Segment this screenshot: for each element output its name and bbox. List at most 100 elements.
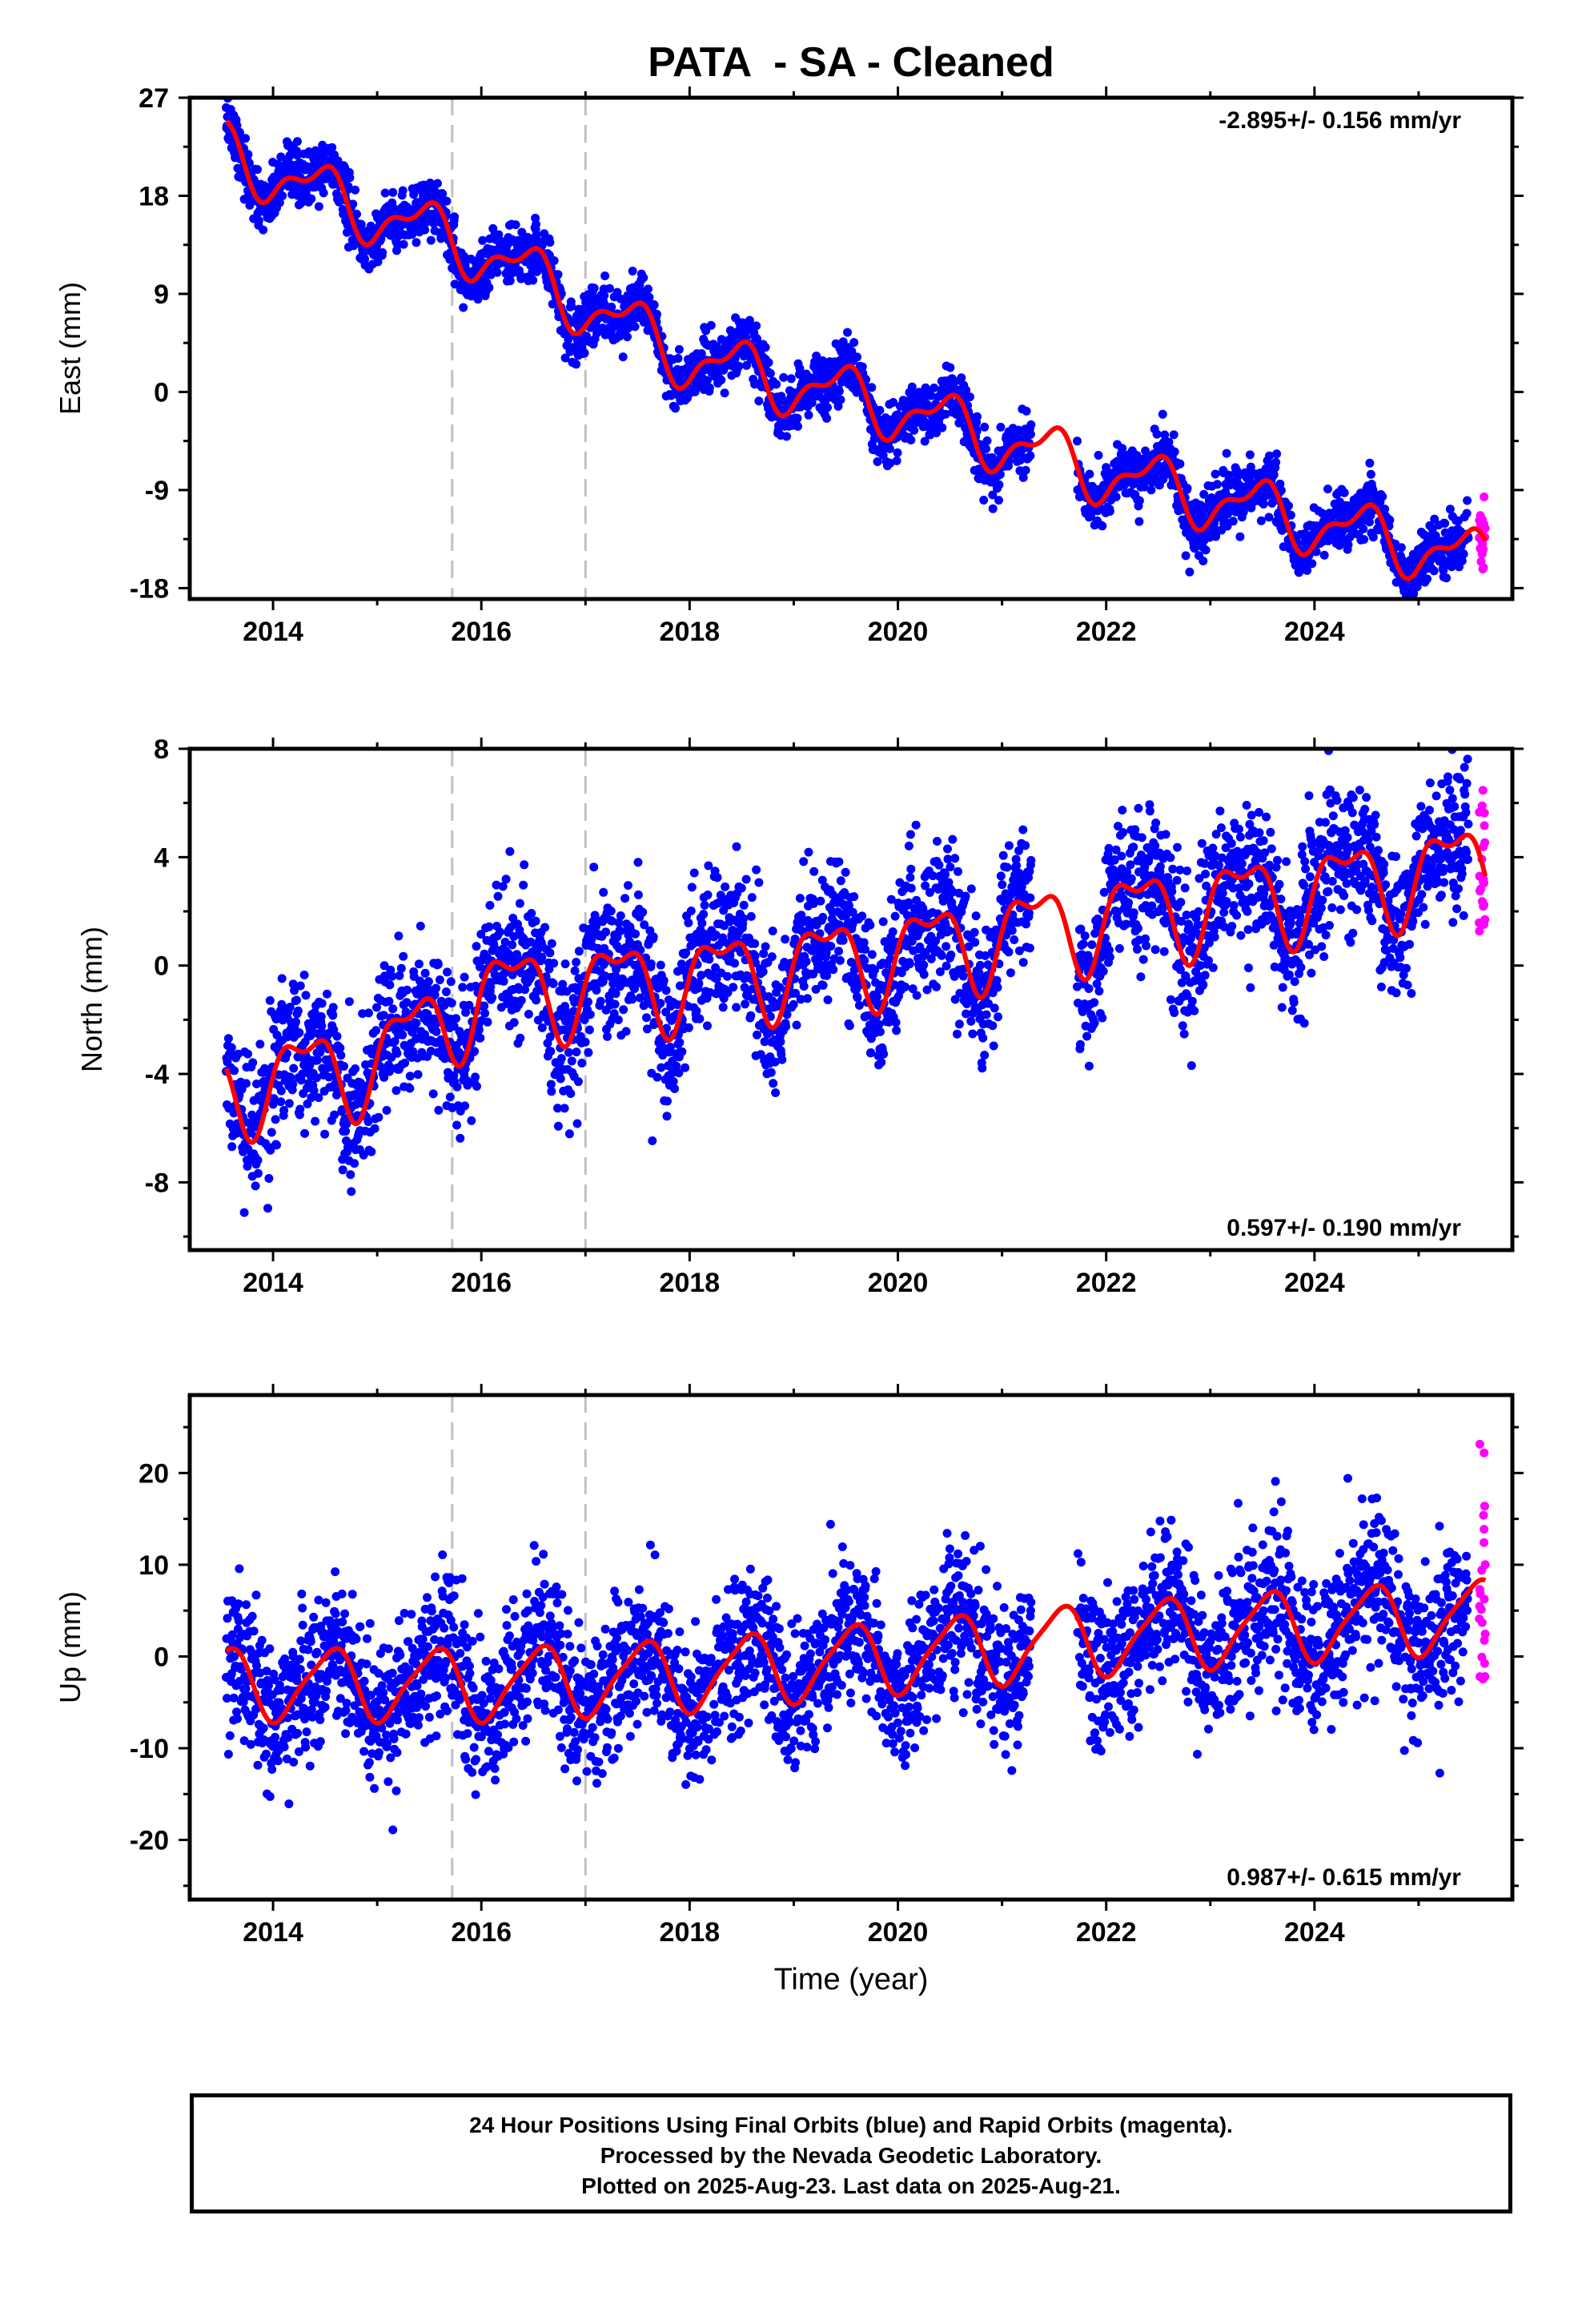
data-point bbox=[601, 927, 611, 937]
data-point bbox=[464, 1000, 474, 1010]
data-point bbox=[903, 911, 912, 920]
rapid-point bbox=[1480, 524, 1490, 533]
chart-title: PATA - SA - Cleaned bbox=[648, 39, 1054, 86]
data-point bbox=[347, 1187, 356, 1196]
data-point bbox=[560, 959, 570, 969]
data-point bbox=[532, 995, 541, 1005]
data-point bbox=[277, 974, 287, 983]
data-point bbox=[747, 893, 757, 903]
data-point bbox=[295, 1104, 305, 1114]
rapid-point bbox=[1476, 557, 1486, 566]
data-point bbox=[674, 1068, 684, 1078]
data-point bbox=[531, 916, 540, 926]
data-point bbox=[644, 284, 652, 294]
data-point bbox=[1213, 480, 1222, 489]
data-point bbox=[1169, 430, 1178, 440]
data-point bbox=[656, 999, 665, 1008]
data-point bbox=[860, 955, 869, 965]
data-point bbox=[807, 398, 817, 408]
data-point bbox=[1134, 517, 1144, 526]
data-point bbox=[1182, 484, 1192, 493]
data-point bbox=[613, 1015, 623, 1024]
data-point bbox=[957, 373, 966, 383]
data-point bbox=[752, 321, 761, 331]
data-point bbox=[673, 967, 682, 976]
data-point bbox=[253, 165, 262, 175]
data-point bbox=[337, 1105, 347, 1115]
data-point bbox=[312, 1073, 321, 1083]
y-tick-label: 0 bbox=[154, 377, 169, 408]
data-point bbox=[460, 972, 469, 982]
data-point bbox=[515, 899, 524, 908]
data-point bbox=[604, 283, 614, 293]
data-point bbox=[350, 1159, 359, 1168]
data-point bbox=[1245, 450, 1255, 460]
data-point bbox=[392, 1048, 402, 1058]
data-point bbox=[677, 1047, 687, 1056]
data-point bbox=[241, 134, 251, 143]
data-point bbox=[750, 951, 760, 961]
data-point bbox=[398, 1030, 408, 1039]
data-point bbox=[266, 1145, 275, 1155]
data-point bbox=[1199, 489, 1209, 499]
rapid-point bbox=[1478, 565, 1488, 574]
data-point bbox=[665, 1043, 675, 1051]
data-point bbox=[492, 267, 502, 277]
data-point bbox=[816, 896, 825, 906]
data-point bbox=[242, 1079, 251, 1088]
data-point bbox=[592, 986, 601, 995]
data-point bbox=[772, 380, 781, 389]
data-point bbox=[885, 955, 895, 964]
data-point bbox=[363, 1008, 373, 1018]
data-point bbox=[836, 876, 845, 886]
data-point bbox=[775, 983, 785, 992]
rapid-point bbox=[1475, 516, 1484, 525]
data-point bbox=[704, 861, 713, 870]
data-point bbox=[649, 300, 659, 310]
data-point bbox=[1223, 521, 1232, 531]
data-point bbox=[443, 967, 452, 977]
data-point bbox=[663, 1096, 672, 1106]
data-point bbox=[328, 1003, 338, 1012]
data-point bbox=[838, 337, 848, 347]
data-point bbox=[412, 238, 421, 247]
data-point bbox=[703, 376, 712, 385]
data-point bbox=[572, 360, 581, 369]
data-point bbox=[729, 983, 738, 992]
data-point bbox=[388, 1004, 398, 1014]
data-point bbox=[351, 1064, 360, 1073]
data-point bbox=[232, 121, 242, 131]
data-point bbox=[1343, 540, 1353, 549]
data-point bbox=[994, 480, 1004, 489]
data-point bbox=[695, 1014, 705, 1023]
data-point bbox=[893, 448, 902, 457]
data-point bbox=[656, 960, 665, 970]
data-point bbox=[671, 404, 681, 413]
data-point bbox=[686, 907, 696, 915]
data-point bbox=[623, 332, 632, 342]
data-point bbox=[646, 959, 656, 968]
data-point bbox=[495, 927, 504, 937]
data-point bbox=[1158, 409, 1167, 419]
data-point bbox=[1359, 525, 1368, 533]
data-point bbox=[758, 967, 768, 976]
data-point bbox=[1431, 531, 1440, 541]
data-point bbox=[718, 1003, 728, 1012]
data-point bbox=[405, 1072, 415, 1081]
data-point bbox=[1459, 549, 1468, 559]
plot-area-north bbox=[222, 749, 1490, 1250]
data-point bbox=[689, 868, 699, 878]
data-point bbox=[253, 1168, 263, 1178]
data-point bbox=[279, 1106, 289, 1115]
data-point bbox=[996, 422, 1006, 432]
data-point bbox=[428, 1089, 438, 1099]
data-point bbox=[965, 392, 974, 402]
data-point bbox=[994, 496, 1003, 505]
data-point bbox=[982, 436, 992, 445]
data-point bbox=[849, 892, 859, 902]
data-point bbox=[834, 387, 844, 396]
data-point bbox=[223, 1034, 233, 1043]
data-point bbox=[403, 985, 412, 995]
data-point bbox=[670, 1084, 680, 1093]
